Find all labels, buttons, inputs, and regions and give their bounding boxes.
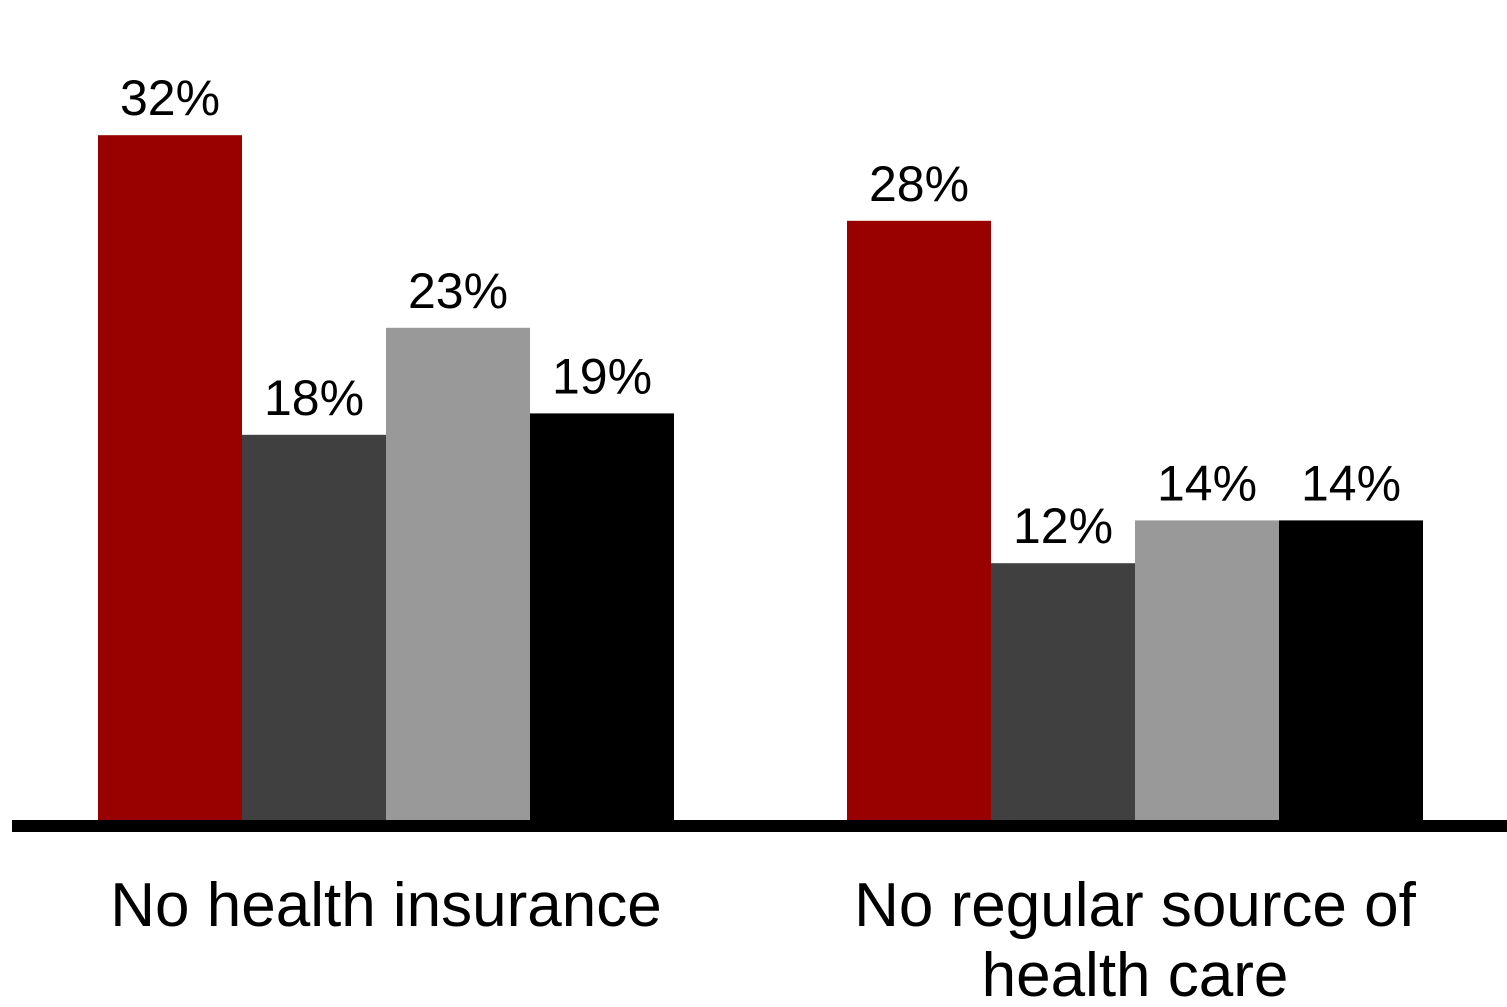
bar-2-1 [847, 220, 991, 825]
bar-1-1 [98, 135, 242, 824]
bar-1-3 [386, 327, 530, 824]
bar-2-2 [991, 563, 1135, 824]
category-label-2-line-2: health care [982, 941, 1289, 1007]
value-label-1-3: 23% [408, 263, 508, 319]
value-label-1-4: 19% [552, 348, 652, 404]
category-labels-layer: No health insurance No regular source ofh… [110, 871, 1416, 1007]
value-label-2-2: 12% [1013, 498, 1113, 554]
value-labels-layer: 32% 18% 23% 19% 28% 12% 14% 14% [120, 70, 1401, 554]
value-label-1-1: 32% [120, 70, 220, 126]
value-label-2-1: 28% [869, 156, 969, 212]
category-label-1: No health insurance [110, 871, 661, 940]
value-label-2-4: 14% [1301, 455, 1401, 511]
bar-1-4 [530, 413, 674, 824]
bar-2-3 [1135, 520, 1279, 824]
bar-2-4 [1279, 520, 1423, 824]
bar-1-2 [242, 434, 386, 824]
value-label-2-3: 14% [1157, 455, 1257, 511]
value-label-1-2: 18% [264, 370, 364, 426]
bars-layer [98, 135, 1423, 825]
category-label-2-line-1: No regular source of [854, 871, 1416, 940]
